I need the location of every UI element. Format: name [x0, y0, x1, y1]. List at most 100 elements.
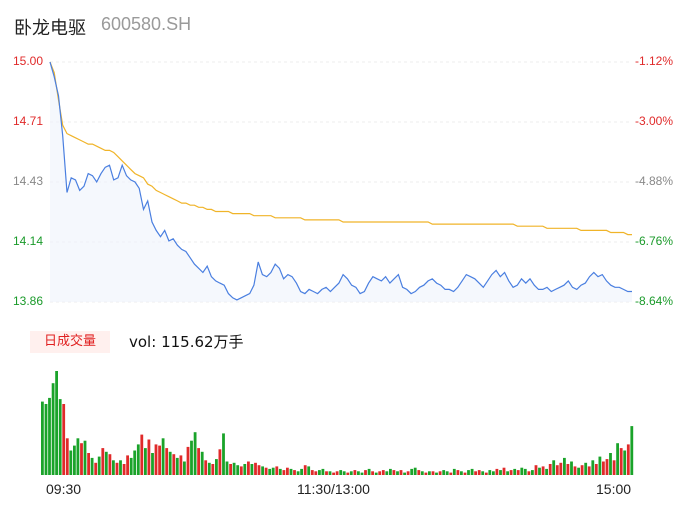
y-tick-left: 14.43	[13, 174, 44, 188]
volume-bar	[591, 460, 595, 475]
volume-bar	[463, 472, 467, 475]
y-tick-right: -8.64%	[634, 294, 673, 308]
stock-name: 卧龙电驱	[14, 18, 86, 39]
volume-bar	[488, 470, 492, 475]
volume-bar	[378, 471, 382, 475]
volume-bar	[296, 471, 300, 475]
y-tick-left: 13.86	[13, 294, 44, 308]
volume-bar	[392, 470, 396, 475]
volume-bar	[307, 466, 311, 475]
volume-bar	[534, 465, 538, 475]
volume-bar	[126, 455, 129, 475]
volume-tab[interactable]: 日成交量	[30, 331, 110, 353]
volume-bar	[467, 470, 470, 475]
volume-bar	[211, 464, 215, 475]
price-lines	[49, 61, 632, 301]
volume-bar	[200, 451, 204, 475]
volume-bar	[144, 448, 147, 475]
volume-bar	[229, 464, 232, 475]
volume-bar	[108, 454, 112, 475]
volume-bar	[619, 448, 623, 475]
volume-bar	[232, 462, 236, 475]
volume-bar	[204, 460, 208, 475]
volume-bar	[630, 426, 634, 475]
volume-bar	[62, 404, 66, 475]
y-tick-left: 14.71	[13, 114, 44, 128]
volume-bar	[239, 466, 243, 475]
volume-bar	[335, 471, 339, 475]
volume-bar	[136, 444, 140, 475]
volume-bar	[420, 471, 424, 475]
volume-bar	[65, 438, 69, 475]
volume-bar	[609, 453, 612, 475]
volume-bar	[122, 464, 126, 475]
volume-bar	[389, 468, 392, 475]
volume-bar	[396, 471, 399, 475]
volume-bar	[349, 471, 353, 475]
volume-bar	[460, 471, 463, 475]
volume-bar	[161, 438, 165, 475]
volume-bar	[339, 470, 343, 475]
volume-bar	[527, 471, 531, 475]
volume-bar	[303, 465, 307, 475]
volume-bar	[431, 471, 435, 475]
y-tick-right: -3.00%	[634, 114, 673, 128]
volume-prefix: vol:	[129, 333, 157, 351]
stock-code: 600580.SH	[101, 14, 192, 34]
volume-bar	[101, 448, 105, 475]
volume-bar	[225, 461, 229, 475]
volume-bar	[374, 472, 378, 475]
volume-bar	[44, 404, 48, 475]
volume-bar	[566, 464, 570, 475]
volume-bar	[300, 468, 303, 475]
price-area-fill	[50, 62, 632, 302]
volume-bar	[87, 453, 90, 475]
volume-bar	[523, 468, 527, 475]
volume-bar	[367, 468, 371, 475]
volume-bar	[481, 471, 485, 475]
volume-bar	[271, 467, 275, 475]
average-price-line	[49, 61, 632, 236]
volume-bar	[133, 450, 137, 475]
volume-bar	[587, 466, 591, 475]
volume-bar	[626, 444, 630, 475]
volume-bar	[90, 457, 94, 475]
volume-bar	[531, 470, 534, 475]
volume-bar	[73, 445, 76, 475]
volume-bar	[69, 450, 73, 475]
volume-bar	[129, 457, 133, 475]
y-tick-right: -1.12%	[634, 54, 673, 68]
volume-bar	[51, 383, 55, 475]
volume-bar	[509, 470, 513, 475]
volume-bar	[147, 439, 151, 475]
volume-bar	[563, 457, 566, 475]
x-tick: 11:30/13:00	[297, 481, 370, 497]
volume-bar	[346, 472, 350, 475]
volume-bar	[598, 456, 602, 475]
volume-bar	[538, 467, 541, 475]
volume-bar	[499, 470, 502, 475]
volume-bar	[236, 465, 240, 475]
volume-bar	[385, 471, 389, 475]
volume-bar	[602, 461, 605, 475]
volume-bars	[41, 371, 634, 475]
volume-bar	[541, 466, 545, 475]
volume-bar	[293, 470, 296, 475]
volume-bar	[41, 401, 44, 475]
volume-bar	[215, 459, 218, 475]
volume-bar	[175, 457, 179, 475]
volume-bar	[360, 472, 364, 475]
volume-bar	[275, 466, 279, 475]
volume-bar	[580, 465, 584, 475]
volume-bar	[115, 462, 119, 475]
volume-bar	[268, 468, 272, 475]
x-tick: 09:30	[46, 481, 82, 497]
volume-value: 115.62万手	[161, 333, 244, 351]
volume-bar	[119, 460, 122, 475]
volume-bar	[58, 399, 62, 475]
volume-bar	[321, 468, 325, 475]
volume-bar	[552, 460, 556, 475]
volume-bar	[570, 461, 573, 475]
volume-bar	[112, 460, 115, 475]
